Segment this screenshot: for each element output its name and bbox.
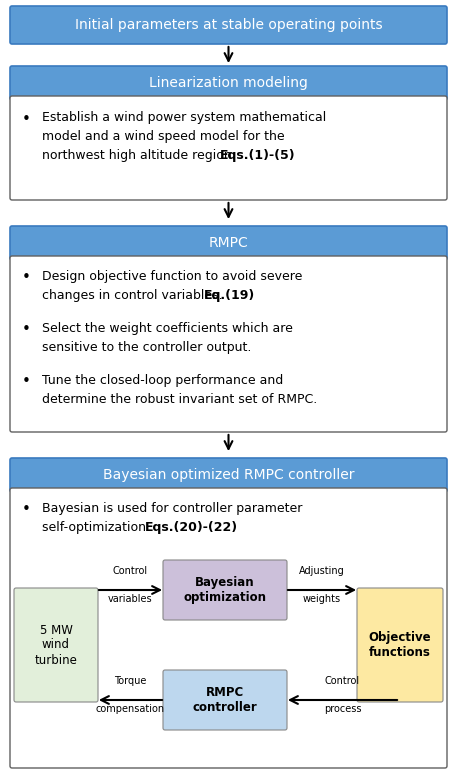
- Text: Eqs.(1)-(5): Eqs.(1)-(5): [220, 149, 296, 162]
- Text: variables: variables: [108, 594, 153, 604]
- FancyBboxPatch shape: [10, 226, 447, 260]
- FancyBboxPatch shape: [163, 670, 287, 730]
- Text: •: •: [22, 270, 31, 285]
- Text: RMPC
controller: RMPC controller: [192, 686, 257, 714]
- Text: Linearization modeling: Linearization modeling: [149, 76, 308, 90]
- FancyBboxPatch shape: [10, 66, 447, 100]
- Text: Eqs.(20)-(22): Eqs.(20)-(22): [145, 521, 238, 534]
- FancyBboxPatch shape: [10, 256, 447, 432]
- Text: •: •: [22, 374, 31, 389]
- FancyBboxPatch shape: [357, 588, 443, 702]
- Text: Select the weight coefficients which are: Select the weight coefficients which are: [42, 322, 293, 335]
- Text: Bayesian is used for controller parameter: Bayesian is used for controller paramete…: [42, 502, 303, 515]
- Text: Tune the closed-loop performance and: Tune the closed-loop performance and: [42, 374, 283, 387]
- Text: Bayesian
optimization: Bayesian optimization: [184, 576, 266, 604]
- Text: Control: Control: [325, 676, 360, 686]
- FancyBboxPatch shape: [10, 96, 447, 200]
- FancyBboxPatch shape: [10, 458, 447, 492]
- Text: compensation: compensation: [96, 704, 165, 714]
- Text: •: •: [22, 322, 31, 337]
- Text: Control: Control: [113, 566, 148, 576]
- Text: process: process: [324, 704, 361, 714]
- Text: Initial parameters at stable operating points: Initial parameters at stable operating p…: [74, 18, 383, 32]
- Text: sensitive to the controller output.: sensitive to the controller output.: [42, 341, 251, 354]
- Text: •: •: [22, 502, 31, 517]
- Text: changes in control variables.: changes in control variables.: [42, 289, 227, 302]
- Text: Design objective function to avoid severe: Design objective function to avoid sever…: [42, 270, 303, 283]
- FancyBboxPatch shape: [10, 6, 447, 44]
- Text: •: •: [22, 112, 31, 127]
- Text: Bayesian optimized RMPC controller: Bayesian optimized RMPC controller: [103, 468, 354, 482]
- Text: model and a wind speed model for the: model and a wind speed model for the: [42, 130, 285, 143]
- Text: northwest high altitude region.: northwest high altitude region.: [42, 149, 240, 162]
- Text: Adjusting: Adjusting: [299, 566, 345, 576]
- FancyBboxPatch shape: [163, 560, 287, 620]
- Text: determine the robust invariant set of RMPC.: determine the robust invariant set of RM…: [42, 393, 317, 406]
- Text: weights: weights: [303, 594, 341, 604]
- Text: Eq.(19): Eq.(19): [204, 289, 255, 302]
- Text: RMPC: RMPC: [209, 236, 248, 250]
- FancyBboxPatch shape: [10, 488, 447, 768]
- Text: Objective
functions: Objective functions: [369, 631, 431, 659]
- Text: Establish a wind power system mathematical: Establish a wind power system mathematic…: [42, 111, 326, 124]
- FancyBboxPatch shape: [14, 588, 98, 702]
- Text: self-optimization.: self-optimization.: [42, 521, 154, 534]
- Text: 5 MW
wind
turbine: 5 MW wind turbine: [35, 624, 77, 666]
- Text: Torque: Torque: [114, 676, 147, 686]
